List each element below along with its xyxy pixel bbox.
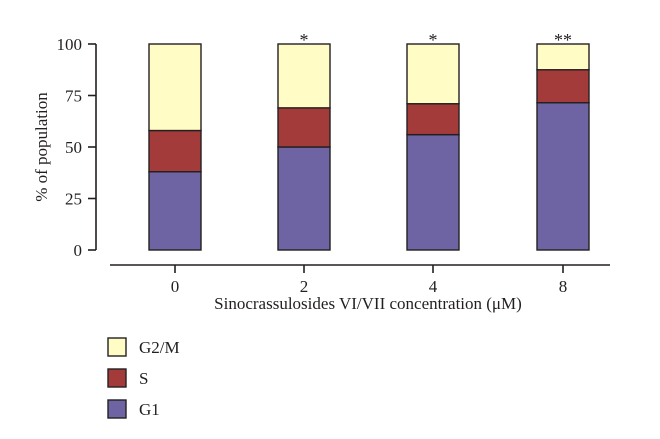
bar-g1-8 [536,102,590,251]
y-axis: 0 25 50 75 100 [57,35,97,260]
legend-label-g2-m: G2/M [139,338,180,357]
x-axis: 0 2 4 8 [110,264,610,296]
x-axis-title: Sinocrassulosides VI/VII concentration (… [214,294,522,313]
y-tick-label-4: 100 [57,35,83,54]
bar-g1-0 [148,171,202,251]
legend: G2/M S G1 [107,337,180,419]
y-tick-label-1: 25 [65,190,82,209]
y-axis-title: % of population [32,92,51,202]
bar-s-0 [148,129,202,173]
bar-g2-m-0 [148,43,202,132]
legend-swatch-s [107,368,127,388]
legend-swatch-g1 [107,399,127,419]
legend-swatch-g2-m [107,337,127,357]
bar-s-8 [536,69,590,104]
y-tick-label-0: 0 [74,241,83,260]
bar-g2-m-8 [536,43,590,71]
x-tick-label-3: 8 [559,277,568,296]
bar-s-4 [406,103,460,136]
x-tick-label-1: 2 [300,277,309,296]
bar-g1-2 [277,146,331,251]
x-tick-label-2: 4 [429,277,438,296]
legend-label-s: S [139,369,148,388]
legend-label-g1: G1 [139,400,160,419]
bar-g1-4 [406,133,460,251]
x-tick-label-0: 0 [171,277,180,296]
bars [148,43,590,251]
bar-g2-m-4 [406,43,460,105]
bar-g2-m-2 [277,43,331,109]
significance-mark-3: ** [554,30,572,50]
significance-marks: * * ** [300,30,573,50]
significance-mark-1: * [300,30,309,50]
y-tick-label-3: 75 [65,87,82,106]
significance-mark-2: * [429,30,438,50]
y-tick-label-2: 50 [65,138,82,157]
bar-s-2 [277,107,331,148]
